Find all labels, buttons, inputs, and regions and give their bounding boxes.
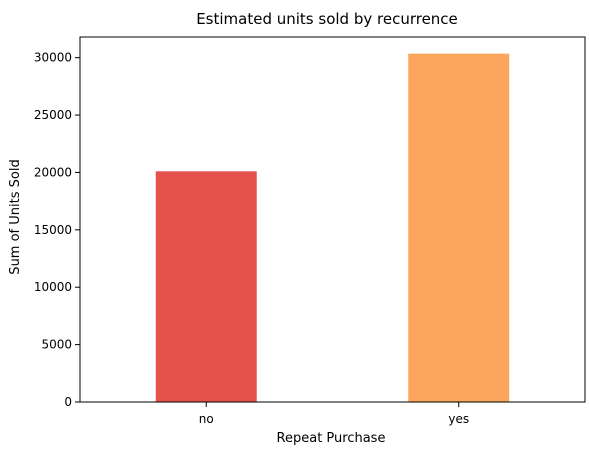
y-tick-label-10000: 10000 (34, 280, 72, 294)
x-tick-label-yes: yes (448, 412, 469, 426)
plot-area: no yes 0 5000 10000 15000 20000 25000 30000 (34, 36, 586, 426)
y-tick-label-15000: 15000 (34, 223, 72, 237)
y-tick-label-30000: 30000 (34, 51, 72, 65)
y-tick-label-25000: 25000 (34, 108, 72, 122)
y-tick-label-20000: 20000 (34, 165, 72, 179)
y-tick-label-5000: 5000 (41, 338, 72, 352)
y-tick-label-0: 0 (64, 395, 72, 409)
bar-yes (408, 53, 510, 403)
bar-no (155, 171, 257, 402)
axes-frame (79, 36, 586, 403)
chart-title: Estimated units sold by recurrence (196, 10, 458, 28)
x-axis-label: Repeat Purchase (277, 431, 386, 446)
y-axis-label: Sum of Units Sold (8, 159, 23, 274)
x-tick-label-no: no (199, 412, 214, 426)
